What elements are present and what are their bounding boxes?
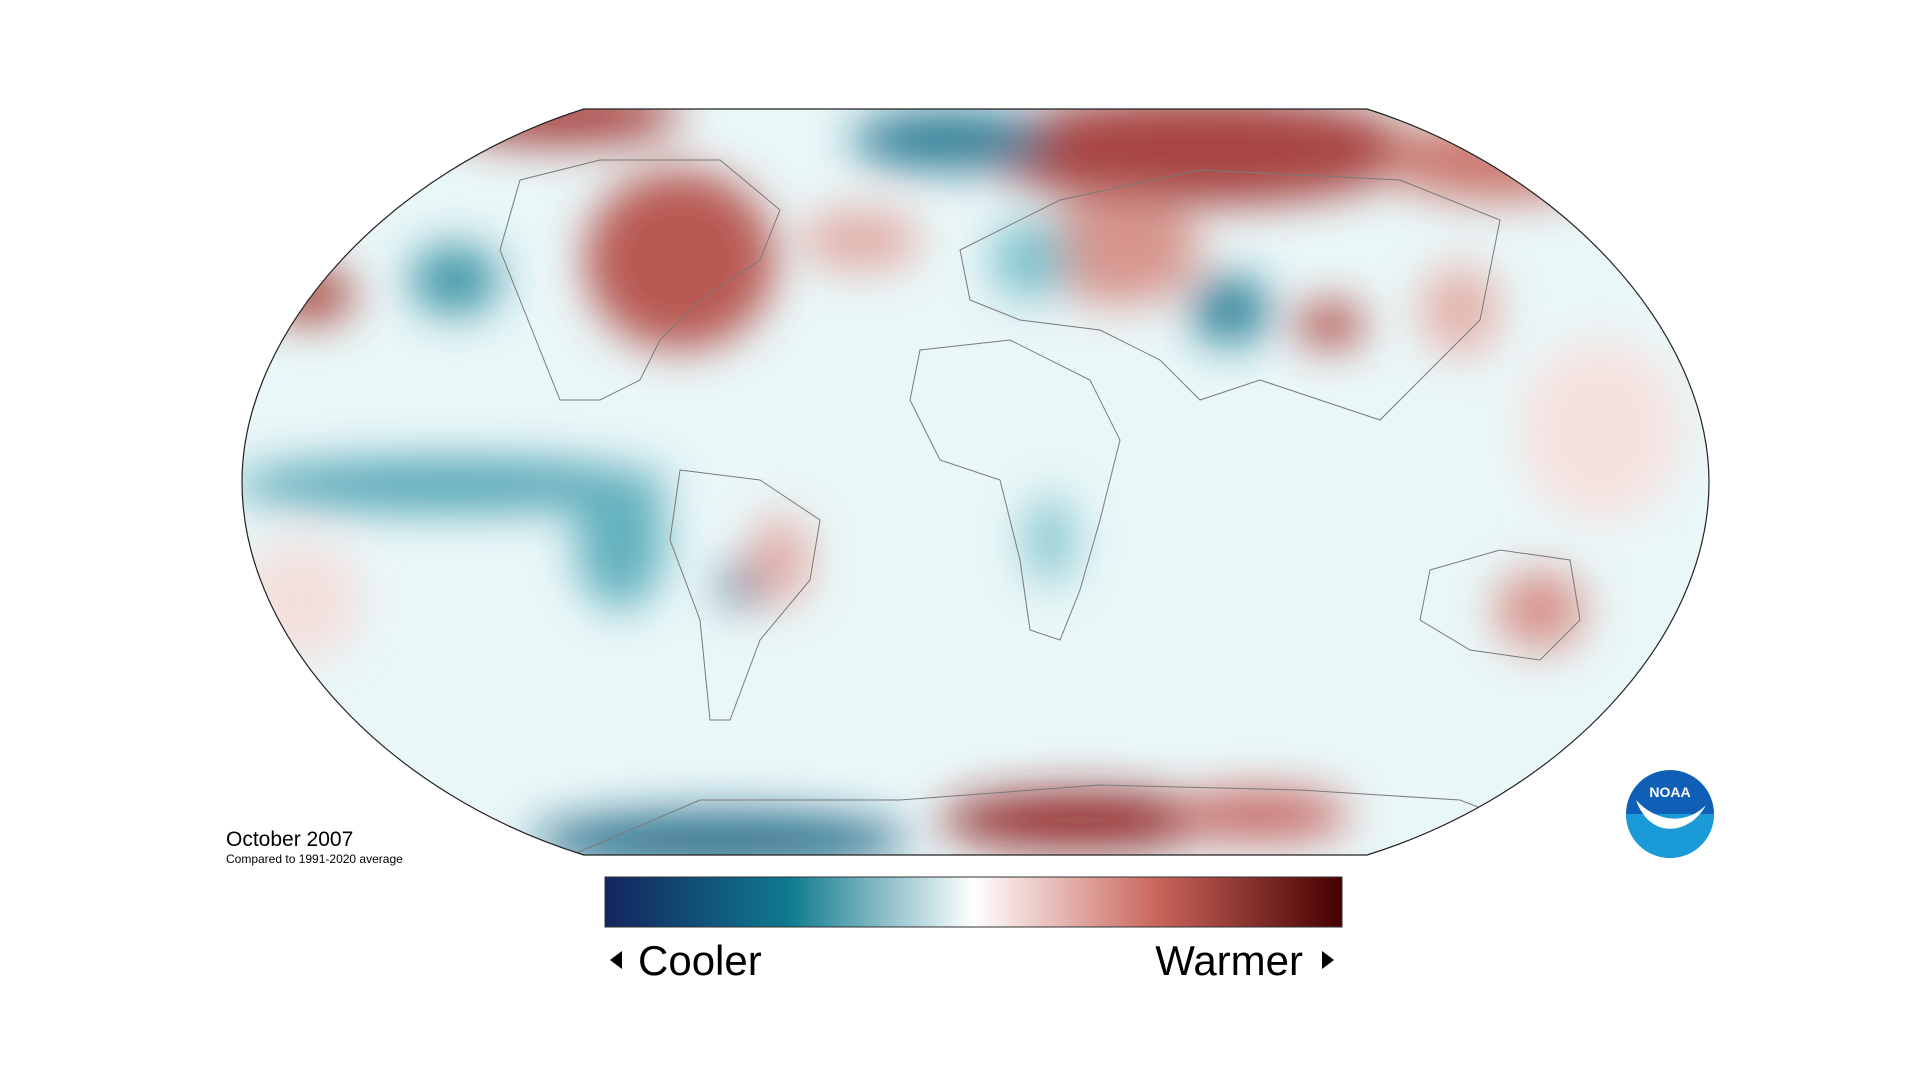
arrow-left — [610, 951, 622, 969]
colorbar-low-label: Cooler — [638, 937, 762, 984]
colorbar-high-label: Warmer — [1155, 937, 1303, 984]
map-title: October 2007 — [226, 828, 353, 851]
logo-text: NOAA — [1649, 784, 1690, 800]
map-subtitle: Compared to 1991-2020 average — [226, 852, 403, 866]
noaa-logo: NOAA — [1626, 770, 1714, 858]
arrow-right — [1322, 951, 1334, 969]
colorbar — [604, 876, 1343, 928]
anomaly-map — [242, 109, 1709, 855]
